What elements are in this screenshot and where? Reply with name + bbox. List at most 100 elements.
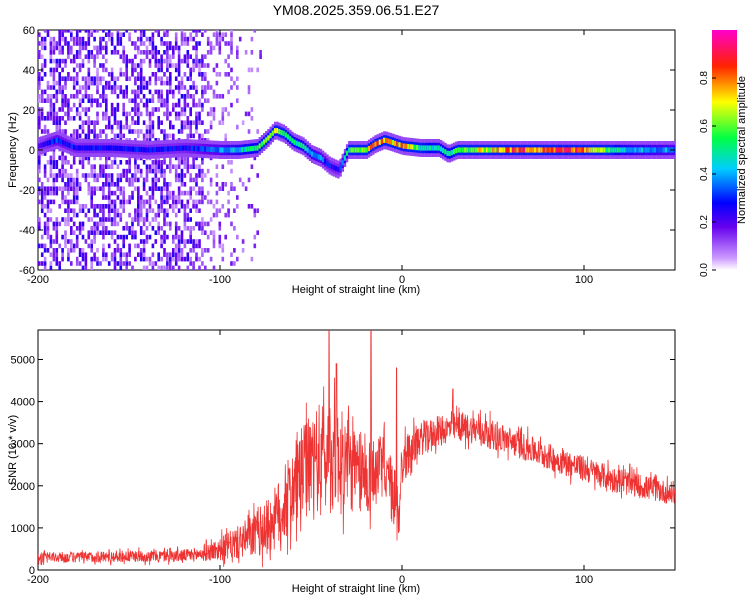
ridge-core [592,147,596,153]
ridge-core [175,145,178,151]
spectrogram-cell [201,107,204,112]
spectrogram-cell [49,265,53,270]
spectrogram-cell [172,208,175,213]
spectrogram-cell [40,54,44,59]
spectrogram-cell [151,45,155,51]
spectrogram-cell [183,107,187,112]
spectrogram-cell [186,50,190,55]
spectrogram-cell [61,50,64,55]
spectrogram-cell [195,190,198,196]
spectrogram-cell [105,160,108,165]
spectrogram-cell [157,107,160,112]
spectrogram-cell [221,94,225,99]
spectrogram-cell [148,256,152,262]
spectrogram-cell [67,208,70,213]
ridge-core [164,146,168,152]
ridge-core [424,145,427,151]
spectrogram-cell [189,32,192,37]
ridge-core [263,139,266,145]
spectrogram-cell [81,252,85,257]
spectrogram-cell [204,195,207,200]
spectrogram-cell [90,217,93,222]
spectrogram-cell [72,199,76,205]
spectrogram-cell [209,256,213,262]
spectrogram-cell [110,173,114,178]
spectrogram-cell [43,116,47,121]
spectrogram-cell [122,239,125,244]
ridge-core [586,147,589,153]
spectrogram-cell [131,195,134,200]
spectrogram-cell [81,208,85,213]
spectrogram-cell [212,67,216,73]
spectrogram-cell [174,116,178,121]
spectrogram-cell [64,98,67,103]
spectrogram-cell [163,221,166,227]
spectrogram-cell [206,50,210,55]
spectrogram-cell [55,186,59,191]
spectrogram-cell [43,243,47,249]
spectrogram-cell [122,226,125,231]
spectrogram-cell [227,160,230,165]
spectrogram-cell [96,50,99,55]
spectrogram-cell [58,107,61,112]
spectrogram-cell [102,226,105,231]
spectrogram-cell [105,133,108,139]
spectrogram-cell [186,164,190,169]
spectrogram-cell [177,116,181,121]
spectrogram-cell [99,80,102,86]
spectrogram-cell [238,177,242,183]
spectrogram-cell [195,116,198,121]
spectrogram-cell [78,160,82,165]
spectrogram-cell [99,36,102,42]
spectrogram-cell [113,45,117,51]
spectrogram-cell [137,36,140,42]
bottom-y-tick-label: 4000 [11,397,35,409]
ridge-core [55,137,58,143]
spectrogram-cell [166,265,169,270]
spectrogram-cell [81,41,85,46]
spectrogram-cell [43,195,47,200]
spectrogram-cell [177,195,181,200]
spectrogram-cell [67,212,70,218]
spectrogram-cell [46,85,50,90]
ridge-core [83,145,87,151]
spectrogram-cell [134,208,137,213]
spectrogram-cell [116,173,120,178]
ridge-core [492,147,495,153]
spectrogram-cell [67,116,70,121]
spectrogram-cell [64,217,67,222]
ridge-core [75,145,78,151]
spectrogram-cell [224,32,227,37]
spectrogram-cell [192,102,195,108]
spectrogram-cell [137,107,140,112]
spectrogram-cell [90,164,93,169]
spectrogram-cell [96,85,99,90]
spectrogram-cell [90,199,93,205]
spectrogram-cell [160,98,163,103]
spectrogram-cell [142,265,146,270]
spectrogram-cell [137,168,140,174]
spectrogram-cell [186,190,190,196]
spectrogram-cell [75,32,79,37]
spectrogram-cell [174,221,178,227]
spectrogram-cell [119,124,123,130]
spectrogram-cell [78,208,82,213]
spectrogram-cell [116,36,120,42]
spectrogram-cell [192,160,195,165]
spectrogram-cell [113,261,117,266]
spectrogram-cell [142,41,146,46]
spectrogram-cell [134,94,137,99]
ridge-core [332,165,336,171]
spectrogram-cell [81,129,85,134]
spectrogram-cell [215,212,219,218]
spectrogram-cell [201,195,204,200]
spectrogram-cell [40,199,44,205]
spectrogram-cell [55,239,59,244]
spectrogram-cell [128,199,131,205]
spectrogram-cell [119,129,123,134]
spectrogram-cell [189,186,192,191]
spectrogram-cell [72,54,76,59]
spectrogram-cell [128,160,131,165]
ridge-core [599,147,602,153]
spectrogram-cell [125,111,128,117]
